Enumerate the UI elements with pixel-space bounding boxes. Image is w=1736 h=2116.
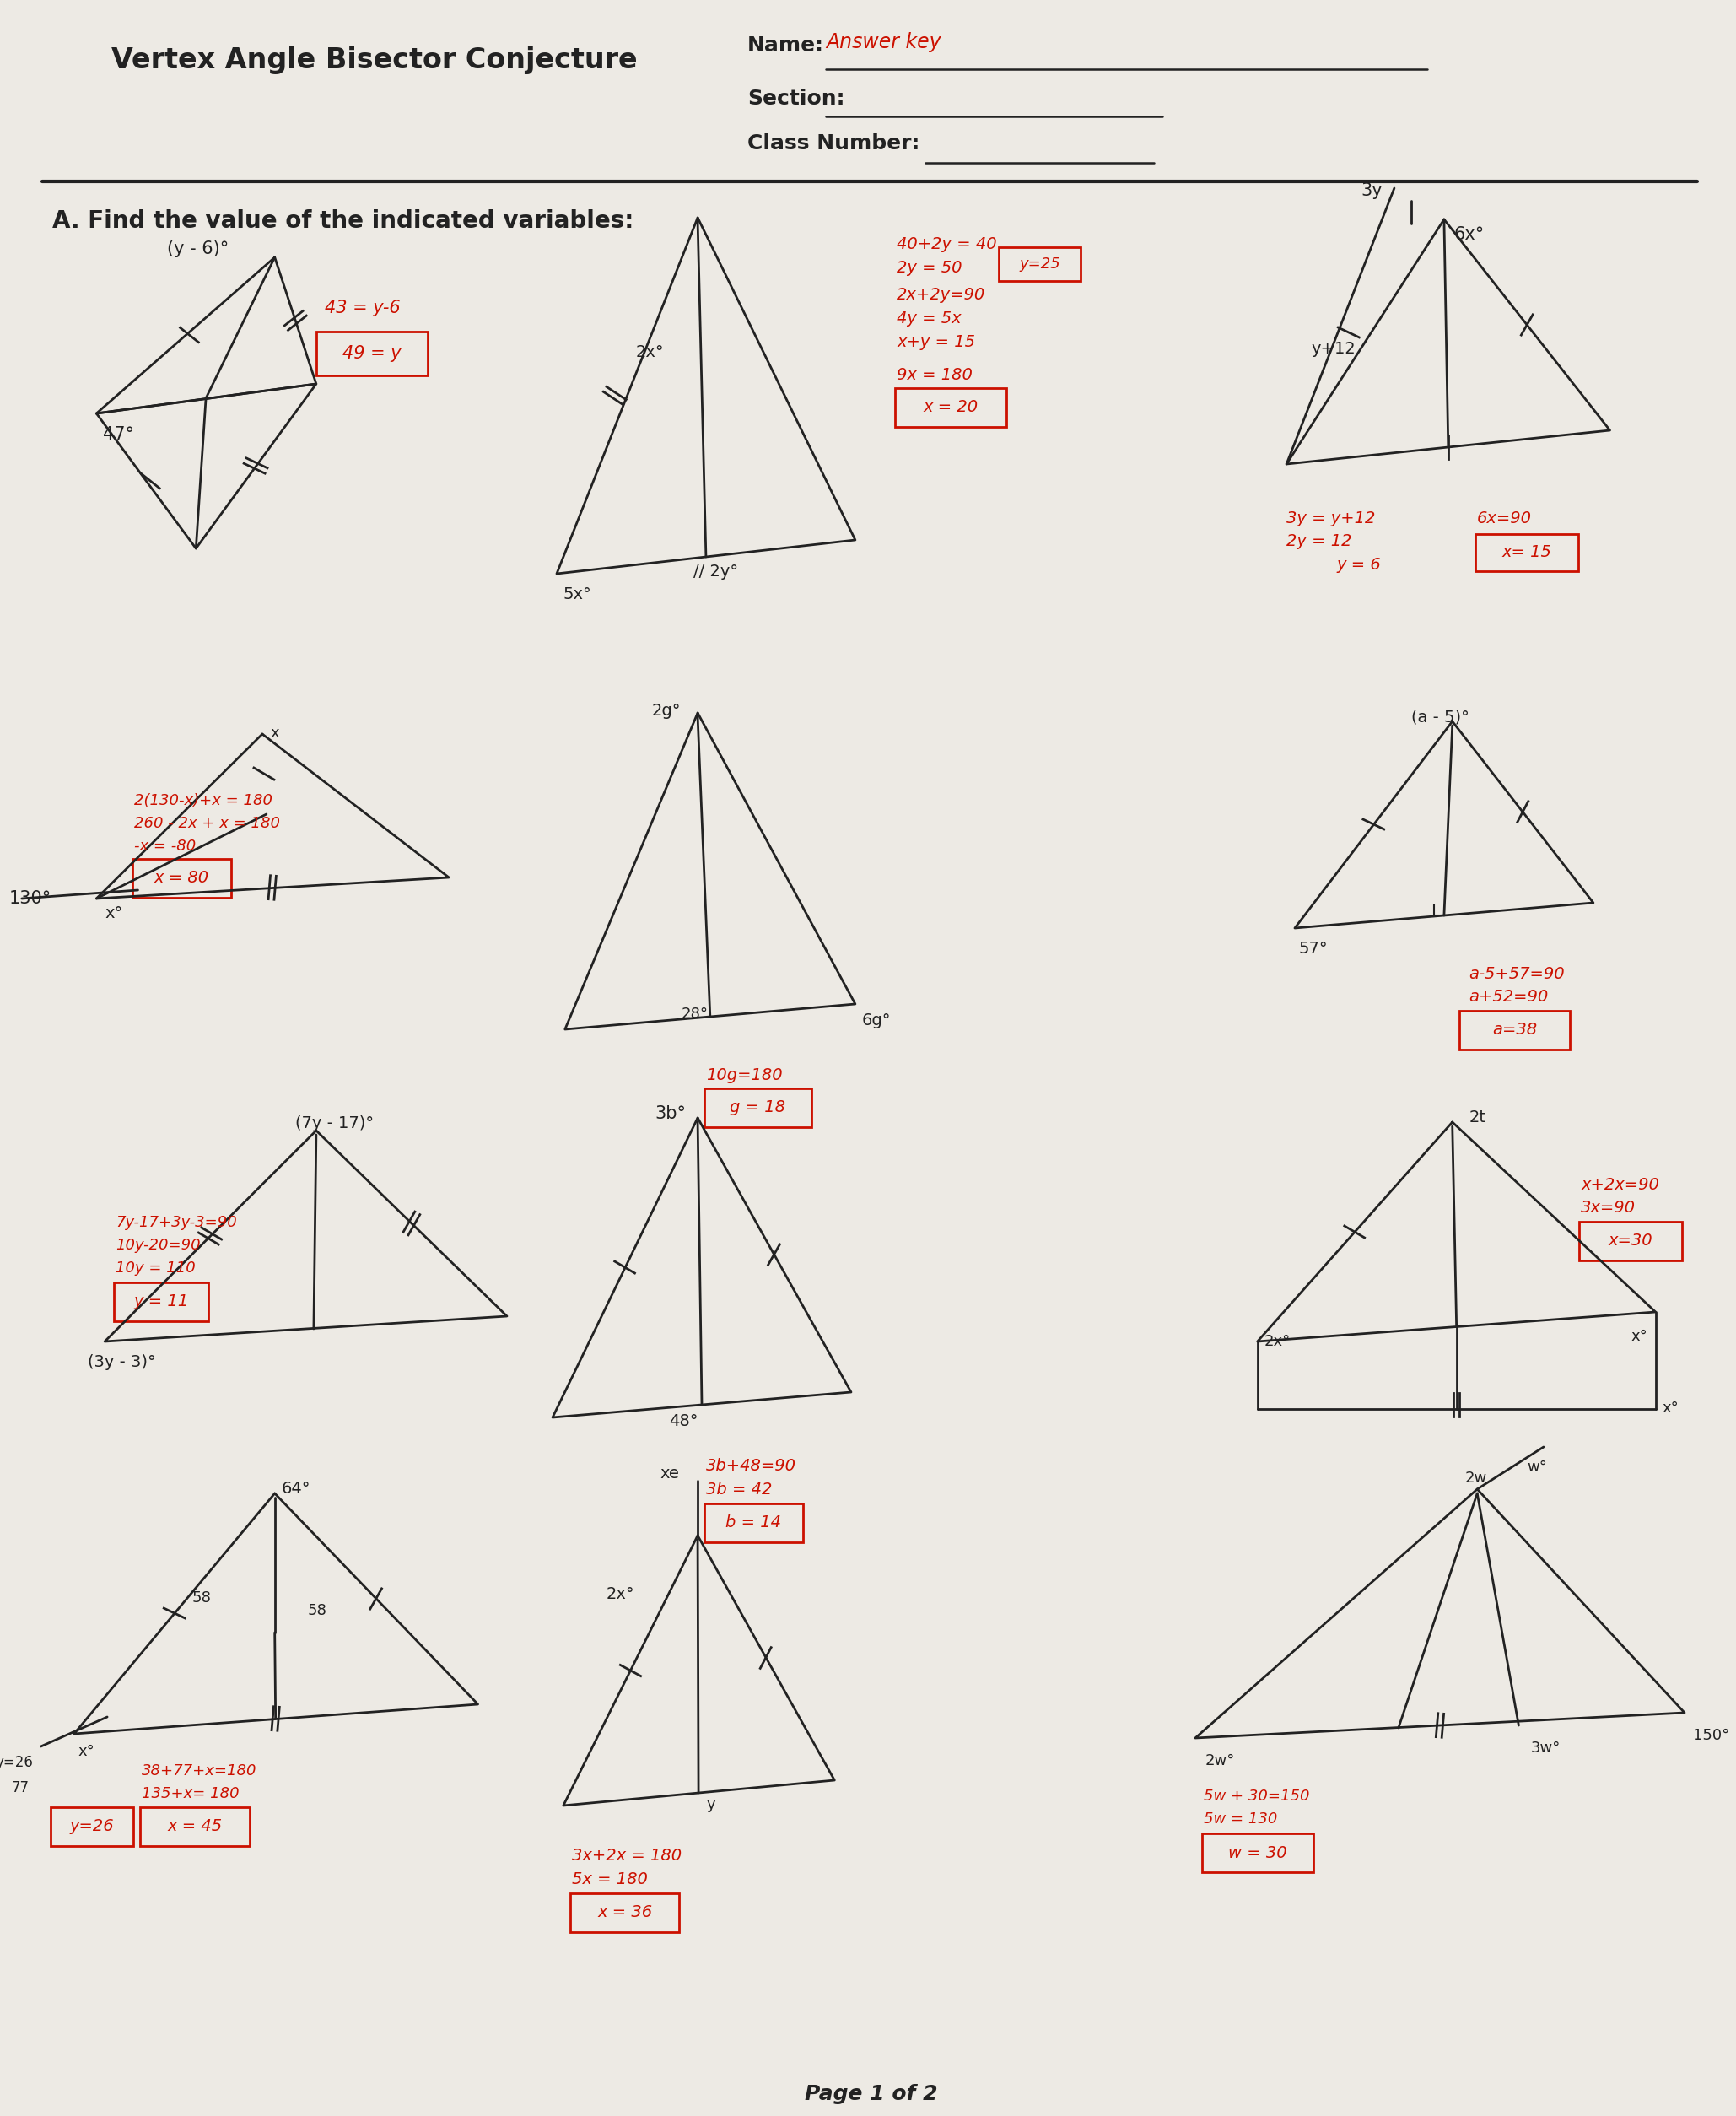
- Text: 2x°: 2x°: [606, 1587, 635, 1602]
- Text: 9x = 180: 9x = 180: [898, 366, 972, 383]
- Text: 47°: 47°: [102, 425, 134, 442]
- Text: 77: 77: [12, 1780, 30, 1794]
- Text: 6g°: 6g°: [861, 1011, 891, 1028]
- Text: 3b+48=90: 3b+48=90: [707, 1458, 797, 1475]
- Text: 5w + 30=150: 5w + 30=150: [1203, 1788, 1309, 1803]
- Text: 2y = 50: 2y = 50: [898, 260, 962, 275]
- Text: 57°: 57°: [1299, 942, 1328, 956]
- Text: a=38: a=38: [1493, 1022, 1536, 1039]
- Text: 40+2y = 40: 40+2y = 40: [898, 237, 996, 252]
- Text: x°: x°: [1661, 1401, 1679, 1416]
- Text: y: y: [707, 1796, 715, 1811]
- Text: y=26: y=26: [0, 1754, 33, 1771]
- Text: Page 1 of 2: Page 1 of 2: [804, 2084, 937, 2103]
- Text: (7y - 17)°: (7y - 17)°: [295, 1115, 373, 1132]
- Text: x = 36: x = 36: [597, 1904, 653, 1921]
- Text: 64°: 64°: [281, 1481, 311, 1496]
- Text: y = 6: y = 6: [1337, 557, 1380, 573]
- Text: 260 - 2x + x = 180: 260 - 2x + x = 180: [134, 817, 279, 832]
- Text: a+52=90: a+52=90: [1469, 988, 1549, 1005]
- Text: y = 11: y = 11: [134, 1293, 189, 1310]
- Text: 3y: 3y: [1361, 182, 1384, 199]
- Text: b = 14: b = 14: [726, 1515, 781, 1530]
- Text: Class Number:: Class Number:: [748, 133, 920, 154]
- Text: Answer key: Answer key: [826, 32, 941, 53]
- Text: x = 45: x = 45: [168, 1818, 222, 1835]
- Text: 4y = 5x: 4y = 5x: [898, 311, 962, 326]
- Text: 6x=90: 6x=90: [1477, 510, 1533, 527]
- Text: (y - 6)°: (y - 6)°: [167, 241, 229, 258]
- Text: 58: 58: [191, 1591, 212, 1606]
- Text: w = 30: w = 30: [1227, 1845, 1286, 1860]
- Text: x= 15: x= 15: [1502, 544, 1552, 561]
- Text: 7y-17+3y-3=90: 7y-17+3y-3=90: [116, 1215, 236, 1229]
- Text: 3x=90: 3x=90: [1581, 1200, 1635, 1217]
- Text: A. Find the value of the indicated variables:: A. Find the value of the indicated varia…: [52, 209, 634, 233]
- Text: 2(130-x)+x = 180: 2(130-x)+x = 180: [134, 794, 273, 808]
- Text: Vertex Angle Bisector Conjecture: Vertex Angle Bisector Conjecture: [111, 47, 637, 74]
- Text: a-5+57=90: a-5+57=90: [1469, 967, 1564, 982]
- Text: -x = -80: -x = -80: [134, 838, 196, 855]
- Text: x°: x°: [1630, 1329, 1647, 1344]
- Text: xe: xe: [660, 1466, 681, 1481]
- Text: y=26: y=26: [69, 1818, 115, 1835]
- Text: 2w: 2w: [1465, 1471, 1488, 1485]
- Text: (3y - 3)°: (3y - 3)°: [89, 1354, 156, 1371]
- Text: 3w°: 3w°: [1531, 1741, 1561, 1756]
- Text: g = 18: g = 18: [729, 1100, 786, 1115]
- Text: 10y = 110: 10y = 110: [116, 1261, 196, 1276]
- Text: x = 80: x = 80: [155, 870, 208, 887]
- Text: Name:: Name:: [748, 36, 825, 55]
- Text: 3x+2x = 180: 3x+2x = 180: [571, 1847, 682, 1864]
- Text: 5w = 130: 5w = 130: [1203, 1811, 1278, 1826]
- Text: 3b = 42: 3b = 42: [707, 1481, 773, 1498]
- Text: 3b°: 3b°: [654, 1105, 686, 1121]
- Text: y+12: y+12: [1311, 341, 1356, 358]
- Text: 2t: 2t: [1469, 1109, 1486, 1126]
- Text: 2g°: 2g°: [653, 703, 681, 719]
- Text: x+y = 15: x+y = 15: [898, 334, 976, 349]
- Text: Section:: Section:: [748, 89, 845, 108]
- Text: 2x°: 2x°: [1264, 1333, 1290, 1350]
- Text: 10y-20=90: 10y-20=90: [116, 1238, 200, 1253]
- Text: y=25: y=25: [1019, 256, 1061, 271]
- Text: 58: 58: [307, 1604, 326, 1619]
- Text: 2y = 12: 2y = 12: [1286, 533, 1352, 550]
- Text: 2x+2y=90: 2x+2y=90: [898, 288, 986, 303]
- Text: x+2x=90: x+2x=90: [1581, 1176, 1660, 1193]
- Text: 130°: 130°: [9, 891, 52, 908]
- Text: // 2y°: // 2y°: [694, 563, 738, 580]
- Text: x = 20: x = 20: [924, 400, 977, 415]
- Text: 43 = y-6: 43 = y-6: [325, 300, 399, 317]
- Text: x=30: x=30: [1609, 1234, 1653, 1248]
- Text: w°: w°: [1528, 1460, 1547, 1475]
- Text: 6x°: 6x°: [1455, 226, 1484, 243]
- Text: 2x°: 2x°: [635, 345, 663, 360]
- Text: 49 = y: 49 = y: [342, 345, 401, 362]
- Text: 3y = y+12: 3y = y+12: [1286, 510, 1375, 527]
- Text: 5x°: 5x°: [564, 586, 592, 603]
- Text: 5x = 180: 5x = 180: [571, 1871, 648, 1887]
- Text: 48°: 48°: [668, 1413, 698, 1428]
- Text: (a - 5)°: (a - 5)°: [1411, 709, 1469, 726]
- Text: 10g=180: 10g=180: [707, 1066, 783, 1083]
- Text: 28°: 28°: [681, 1007, 708, 1022]
- Text: 150°: 150°: [1693, 1729, 1729, 1744]
- Text: x: x: [271, 726, 279, 741]
- Text: x°: x°: [78, 1744, 95, 1758]
- Text: 135+x= 180: 135+x= 180: [142, 1786, 240, 1801]
- Text: x°: x°: [104, 906, 123, 920]
- Text: 2w°: 2w°: [1205, 1754, 1234, 1769]
- Text: 38+77+x=180: 38+77+x=180: [142, 1763, 257, 1780]
